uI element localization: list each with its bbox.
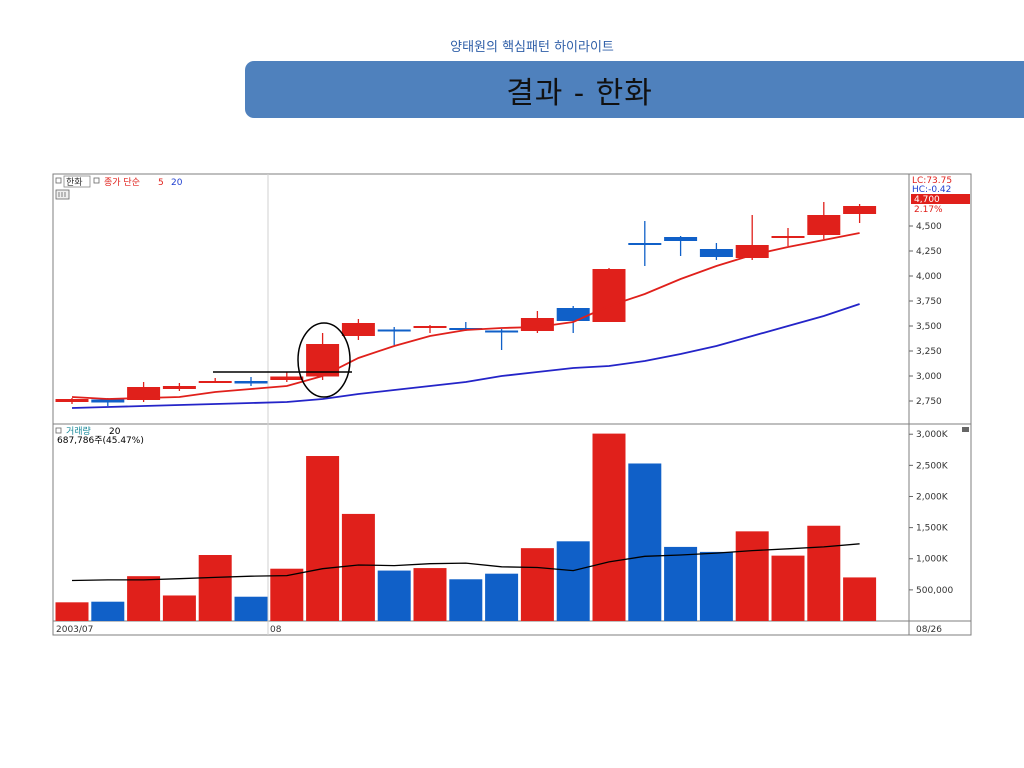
ma-long-label: 20 — [171, 178, 183, 188]
volume-tick-label: 1,500K — [916, 524, 949, 534]
volume-label: 거래량 — [66, 425, 91, 437]
volume-bar — [771, 555, 805, 621]
tag-marker-icon — [55, 177, 62, 184]
ma-marker-icon — [93, 177, 100, 184]
price-tick-label: 2,750 — [916, 397, 942, 407]
price-tick-label: 3,000 — [916, 372, 942, 382]
volume-bar — [449, 579, 483, 621]
candle-body — [807, 215, 841, 235]
volume-bar — [341, 513, 375, 621]
title-banner: 결과 - 한화 — [245, 61, 1024, 118]
ma5-line — [71, 232, 860, 400]
ma-short-label: 5 — [158, 178, 164, 188]
candle-body — [413, 326, 447, 328]
candle-body — [449, 328, 483, 330]
ma-label: 종가 단순 — [104, 177, 140, 188]
candle-body — [341, 323, 375, 336]
price-tick-label: 3,750 — [916, 297, 942, 307]
slide-subtitle: 양태원의 핵심패턴 하이라이트 — [450, 40, 614, 55]
candle-body — [162, 386, 196, 389]
candle-body — [55, 399, 89, 402]
slide-title: 결과 - 한화 — [506, 75, 653, 111]
hc-label: HC:-0.42 — [912, 185, 951, 195]
volume-ma-label: 20 — [109, 427, 121, 437]
volume-bar — [628, 463, 662, 621]
volume-bar — [198, 555, 232, 621]
grid-toggle-icon[interactable] — [55, 189, 70, 200]
volume-bar — [735, 531, 769, 621]
candle-body — [91, 399, 125, 403]
x-label-end: 08/26 — [916, 625, 942, 635]
volume-ma-line — [71, 543, 860, 582]
stock-tag-box[interactable] — [63, 175, 91, 188]
volume-bar — [162, 595, 196, 621]
volume-tick-label: 500,000 — [916, 586, 953, 596]
volume-bar — [55, 602, 89, 621]
volume-bar — [127, 576, 161, 621]
volume-marker-icon — [55, 427, 62, 434]
volume-tick-label: 2,000K — [916, 492, 949, 502]
volume-bar — [91, 601, 125, 621]
volume-bar — [592, 433, 626, 621]
candle-body — [270, 376, 304, 380]
candle-body — [843, 206, 877, 214]
candle-body — [592, 269, 626, 322]
price-tick-label: 4,250 — [916, 247, 942, 257]
stock-tag: 한화 — [66, 177, 83, 188]
volume-bar — [270, 568, 304, 621]
volume-bar — [664, 546, 698, 621]
ma20-line — [71, 303, 860, 409]
volume-bar — [485, 573, 519, 621]
x-label-start: 2003/07 — [56, 625, 93, 635]
candle-body — [377, 329, 411, 332]
price-tick-label: 3,500 — [916, 322, 942, 332]
change-label: 2.17% — [914, 205, 943, 215]
candle-body — [198, 381, 232, 383]
breakout-circle — [297, 322, 351, 398]
price-tick-label: 4,000 — [916, 272, 942, 282]
x-label-mid: 08 — [270, 625, 282, 635]
price-tick-label: 3,250 — [916, 347, 942, 357]
volume-tick-label: 3,000K — [916, 430, 949, 440]
candle-body — [699, 249, 733, 257]
candle-body — [664, 237, 698, 241]
volume-bar — [699, 551, 733, 621]
price-tick-label: 4,500 — [916, 222, 942, 232]
last-price-badge — [911, 194, 970, 204]
candle-body — [485, 330, 519, 333]
volume-bar — [556, 541, 590, 621]
volume-bar — [306, 456, 340, 621]
candle-body — [771, 236, 805, 238]
volume-bar — [843, 577, 877, 621]
lc-label: LC:73.75 — [912, 176, 952, 186]
volume-bar — [807, 525, 841, 621]
last-price-label: 4,700 — [914, 195, 940, 205]
candle-body — [127, 387, 161, 400]
candle-body — [556, 308, 590, 321]
panel-menu-icon[interactable] — [962, 427, 969, 432]
candle-body — [628, 243, 662, 245]
candle-body — [735, 245, 769, 258]
volume-tick-label: 1,000K — [916, 555, 949, 565]
volume-last-label: 687,786주(45.47%) — [57, 435, 144, 446]
volume-bar — [234, 596, 268, 621]
volume-bar — [520, 548, 554, 621]
volume-bar — [377, 570, 411, 621]
candle-body — [234, 381, 268, 384]
volume-bar — [413, 568, 447, 621]
volume-tick-label: 2,500K — [916, 461, 949, 471]
